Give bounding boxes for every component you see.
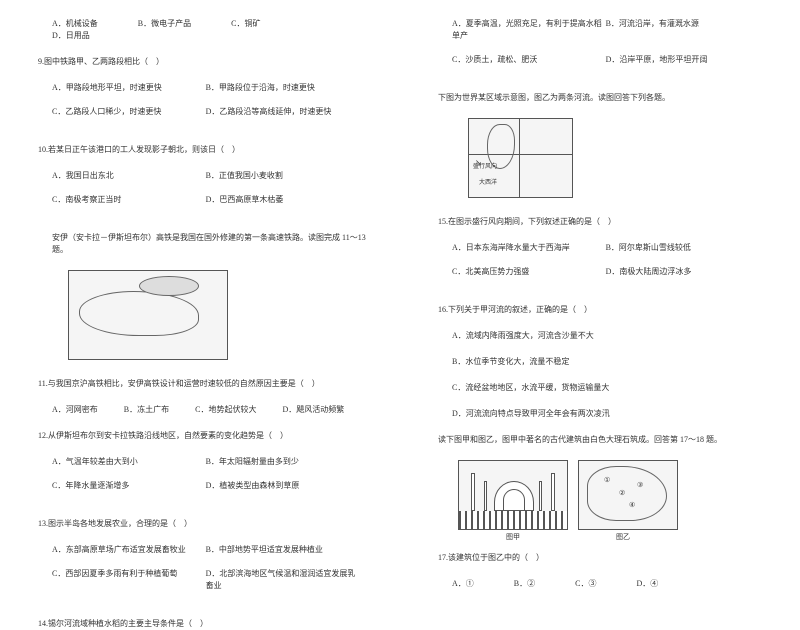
marker-2-icon: ② [619, 489, 625, 497]
q10-opt-d: D．巴西高原草木枯萎 [206, 194, 360, 206]
q11-opt-c: C．地势起伏较大 [195, 404, 256, 416]
q16-opt-d: D．河流流向特点导致甲河全年会有两次凌汛 [452, 408, 772, 420]
photo-building [458, 460, 568, 530]
q17-opt-c: C．③ [575, 578, 596, 590]
q12-opt-a: A．气温年较差由大到小 [52, 456, 206, 468]
q10-opt-c: C．南极考察正当时 [52, 194, 206, 206]
q9-opt-d: D．乙路段沿等高线延伸，时速更快 [206, 106, 360, 118]
right-column: A．夏季高温，光照充足，有利于提高水稻单产 B．河流沿岸，有灌溉水源 C．沙质土… [400, 0, 800, 566]
q14-opt-d: D．沿岸平原，地形平坦开阔 [606, 54, 760, 66]
q8-opt-d: D．日用品 [52, 30, 90, 42]
q11-stem: 11.与我国京沪高铁相比，安伊高铁设计和运营时速较低的自然原因主要是（ ） [38, 378, 372, 390]
q15-opt-c: C．北美高压势力强盛 [452, 266, 606, 278]
intro-17-18: 读下图甲和图乙，图甲中著名的古代建筑由白色大理石筑成。回答第 17～18 题。 [438, 434, 772, 446]
q13-opt-c: C．西部因夏季多雨有利于种植葡萄 [52, 568, 206, 592]
q13-opt-a: A．东部高原草场广布适宜发展畜牧业 [52, 544, 206, 556]
q17-stem: 17.该建筑位于图乙中的（ ） [438, 552, 772, 564]
map-label-ocean: 大西洋 [479, 179, 497, 188]
q8-opt-a: A．机械设备 [52, 18, 98, 30]
q12-opt-b: B．年太阳辐射量由多到少 [206, 456, 360, 468]
map-turkey: ■ 首都● 城市～ 河流— 铁路--- 国界 [68, 270, 228, 360]
map-small: ① ② ③ ④ [578, 460, 678, 530]
q12-options: A．气温年较差由大到小 B．年太阳辐射量由多到少 C．年降水量逐渐增多 D．植被… [38, 456, 372, 504]
marker-3-icon: ③ [637, 481, 643, 489]
photo-label-b: 图乙 [568, 532, 678, 542]
q16-opt-a: A．流域内降雨强度大，河流含沙量不大 [452, 330, 772, 342]
q13-opt-d: D．北部滨海地区气候温和湿润适宜发展乳畜业 [206, 568, 360, 592]
q16-options: A．流域内降雨强度大，河流含沙量不大 B．水位季节变化大，流量不稳定 C．流经盆… [438, 330, 772, 420]
q14-opt-b: B．河流沿岸，有灌溉水源 [606, 18, 760, 42]
q13-options: A．东部高原草场广布适宜发展畜牧业 B．中部地势平坦适宜发展种植业 C．西部因夏… [38, 544, 372, 604]
q16-opt-c: C．流经盆地地区，水流平缓，货物运输量大 [452, 382, 772, 394]
q14-opt-a: A．夏季高温，光照充足，有利于提高水稻单产 [452, 18, 606, 42]
q16-opt-b: B．水位季节变化大，流量不稳定 [452, 356, 772, 368]
marker-1-icon: ① [604, 476, 610, 484]
photo-label-a: 图甲 [458, 532, 568, 542]
arrow-icon: ↘ [475, 157, 482, 169]
q11-opt-b: B．冻土广布 [124, 404, 169, 416]
q14-stem: 14.锡尔河流域种植水稻的主要主导条件是（ ） [38, 618, 372, 630]
q9-opt-c: C．乙路段人口稀少，时速更快 [52, 106, 206, 118]
q15-opt-a: A．日本东海岸降水量大于西海岸 [452, 242, 606, 254]
q13-stem: 13.图示半岛各地发展农业，合理的是（ ） [38, 518, 372, 530]
q15-options: A．日本东海岸降水量大于西海岸 B．阿尔卑斯山雪线较低 C．北美高压势力强盛 D… [438, 242, 772, 290]
left-column: A．机械设备 B．微电子产品 C．铜矿 D．日用品 9.图中铁路甲、乙两路段相比… [0, 0, 400, 566]
image-row: 图甲 ① ② ③ ④ 图乙 [458, 460, 772, 542]
q13-opt-b: B．中部地势平坦适宜发展种植业 [206, 544, 360, 556]
q17-options: A．① B．② C．③ D．④ [438, 578, 772, 590]
q9-options: A．甲路段地形平坦，时速更快 B．甲路段位于沿海，时速更快 C．乙路段人口稀少，… [38, 82, 372, 130]
q8-opt-b: B．微电子产品 [138, 18, 191, 30]
q10-stem: 10.若某日正午该港口的工人发现影子朝北，则该日（ ） [38, 144, 372, 156]
q12-stem: 12.从伊斯坦布尔到安卡拉铁路沿线地区，自然要素的变化趋势是（ ） [38, 430, 372, 442]
q9-stem: 9.图中铁路甲、乙两路段相比（ ） [38, 56, 372, 68]
q12-opt-c: C．年降水量逐渐增多 [52, 480, 206, 492]
q11-opt-d: D．飓风活动频繁 [282, 404, 344, 416]
map-small-wrap: ① ② ③ ④ 图乙 [568, 460, 678, 542]
q14-options: A．夏季高温，光照充足，有利于提高水稻单产 B．河流沿岸，有灌溉水源 C．沙质土… [438, 18, 772, 78]
q8-opt-c: C．铜矿 [231, 18, 260, 30]
q10-options: A．我国日出东北 B．正值我国小麦收割 C．南极考察正当时 D．巴西高原草木枯萎 [38, 170, 372, 218]
q8-options: A．机械设备 B．微电子产品 C．铜矿 D．日用品 [38, 18, 372, 42]
q17-opt-b: B．② [514, 578, 535, 590]
photo-building-wrap: 图甲 [458, 460, 568, 542]
q17-opt-a: A．① [452, 578, 474, 590]
map-region: 盛行风向 大西洋 ↘ [468, 118, 573, 198]
q16-stem: 16.下列关于甲河流的叙述，正确的是（ ） [438, 304, 772, 316]
q15-opt-d: D．南极大陆周边浮冰多 [606, 266, 760, 278]
q11-options: A．河网密布 B．冻土广布 C．地势起伏较大 D．飓风活动频繁 [38, 404, 372, 416]
q17-opt-d: D．④ [636, 578, 658, 590]
q15-stem: 15.在图示盛行风向期间，下列叙述正确的是（ ） [438, 216, 772, 228]
q10-opt-a: A．我国日出东北 [52, 170, 206, 182]
q15-opt-b: B．阿尔卑斯山雪线较低 [606, 242, 760, 254]
intro-11-13: 安伊（安卡拉－伊斯坦布尔）高铁是我国在国外修建的第一条高速铁路。读图完成 11～… [38, 232, 372, 256]
q9-opt-b: B．甲路段位于沿海，时速更快 [206, 82, 360, 94]
q9-opt-a: A．甲路段地形平坦，时速更快 [52, 82, 206, 94]
q14-opt-c: C．沙质土，疏松、肥沃 [452, 54, 606, 66]
map-1-container: ■ 首都● 城市～ 河流— 铁路--- 国界 [38, 270, 372, 364]
map-2-container: 盛行风向 大西洋 ↘ [438, 118, 772, 202]
q12-opt-d: D．植被类型由森林到草原 [206, 480, 360, 492]
q10-opt-b: B．正值我国小麦收割 [206, 170, 360, 182]
marker-4-icon: ④ [629, 501, 635, 509]
intro-15-16: 下图为世界某区域示意图，图乙为两条河流。读图回答下列各题。 [438, 92, 772, 104]
q11-opt-a: A．河网密布 [52, 404, 98, 416]
